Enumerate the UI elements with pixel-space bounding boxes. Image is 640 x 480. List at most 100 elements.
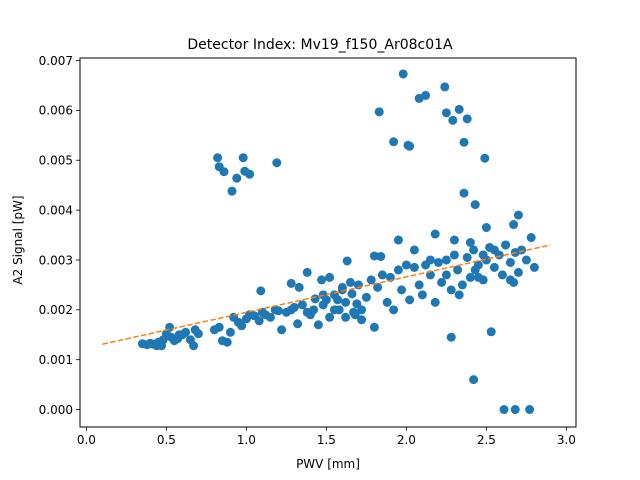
data-point	[337, 282, 347, 292]
data-point	[405, 295, 415, 305]
data-point	[225, 327, 235, 337]
data-point	[345, 277, 355, 287]
data-point	[437, 277, 447, 287]
data-point	[446, 332, 456, 342]
data-point	[227, 186, 237, 196]
data-point	[214, 322, 224, 332]
y-tick-label: 0.000	[39, 403, 73, 417]
data-point	[174, 330, 184, 340]
x-tick-label: 2.5	[477, 433, 496, 447]
data-point	[440, 82, 450, 92]
data-point	[454, 290, 464, 300]
data-point	[374, 107, 384, 117]
data-point	[273, 306, 283, 316]
data-point	[265, 312, 275, 322]
data-point	[421, 90, 431, 100]
plot-frame	[79, 57, 577, 428]
data-point	[425, 255, 435, 265]
data-point	[417, 290, 427, 300]
data-point	[219, 167, 229, 177]
data-point	[401, 260, 411, 270]
data-point	[448, 115, 458, 125]
data-point	[293, 319, 303, 329]
data-point	[489, 245, 499, 255]
data-point	[462, 252, 472, 262]
y-tick-label: 0.003	[39, 253, 73, 267]
data-point	[347, 289, 357, 299]
data-point	[480, 153, 490, 163]
data-point	[333, 295, 343, 305]
data-point	[441, 255, 451, 265]
data-point	[409, 245, 419, 255]
data-point	[341, 312, 351, 322]
data-point	[441, 108, 451, 118]
data-point	[449, 250, 459, 260]
data-point	[377, 270, 387, 280]
data-point	[357, 315, 367, 325]
data-point	[470, 265, 480, 275]
data-point	[376, 251, 386, 261]
data-point	[222, 337, 232, 347]
x-tick-label: 1.0	[237, 433, 256, 447]
data-point	[529, 262, 539, 272]
y-tick-label: 0.001	[39, 353, 73, 367]
data-point	[329, 305, 339, 315]
data-point	[238, 153, 248, 163]
x-tick-label: 2.0	[397, 433, 416, 447]
data-point	[237, 321, 247, 331]
data-point	[302, 267, 312, 277]
data-point	[489, 262, 499, 272]
data-point	[525, 405, 535, 415]
data-point	[497, 270, 507, 280]
y-tick-label: 0.007	[39, 54, 73, 68]
data-point	[310, 294, 320, 304]
data-point	[449, 235, 459, 245]
data-point	[254, 316, 264, 326]
data-point	[313, 320, 323, 330]
data-point	[459, 188, 469, 198]
data-point	[342, 256, 352, 266]
data-point	[352, 299, 362, 309]
fit-line	[102, 244, 551, 345]
data-point	[297, 300, 307, 310]
data-point	[309, 305, 319, 315]
data-point	[453, 265, 463, 275]
y-tick-label: 0.004	[39, 203, 73, 217]
data-point	[277, 325, 287, 335]
data-point	[454, 104, 464, 114]
x-tick-label: 3.0	[557, 433, 576, 447]
data-point	[510, 405, 520, 415]
data-point	[369, 322, 379, 332]
data-point	[486, 327, 496, 337]
x-tick-label: 0.0	[77, 433, 96, 447]
data-point	[325, 272, 335, 282]
data-point	[193, 329, 203, 339]
data-point	[414, 280, 424, 290]
data-point	[272, 158, 282, 168]
y-axis: 0.000 0.001 0.002 0.003 0.004 0.005 0.006 0.007	[39, 54, 80, 417]
data-point	[481, 223, 491, 233]
data-point	[389, 137, 399, 147]
data-point	[189, 341, 199, 351]
data-point	[513, 210, 523, 220]
data-point	[465, 238, 475, 247]
data-point	[286, 278, 296, 288]
data-point	[430, 229, 440, 239]
data-point	[245, 169, 255, 179]
data-point	[446, 285, 456, 295]
y-tick-label: 0.002	[39, 303, 73, 317]
data-point	[325, 312, 335, 322]
data-point	[501, 240, 511, 250]
data-point	[294, 282, 304, 292]
data-point	[457, 280, 467, 290]
data-point	[459, 137, 469, 147]
data-point	[470, 200, 480, 210]
data-point	[382, 297, 392, 307]
data-point	[398, 69, 408, 79]
y-tick-label: 0.005	[39, 154, 73, 168]
data-point	[397, 285, 407, 295]
data-point	[256, 286, 266, 296]
fit-layer	[102, 244, 551, 345]
data-point	[526, 233, 536, 243]
data-point	[430, 297, 440, 307]
